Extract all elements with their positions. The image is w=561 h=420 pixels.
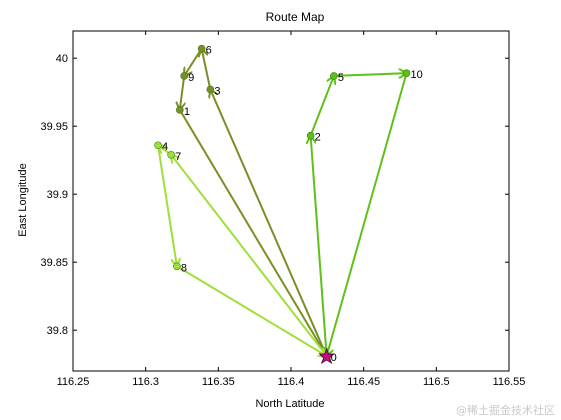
- x-tick-label: 116.3: [132, 376, 159, 388]
- route-segment: [311, 136, 328, 357]
- node-point: [402, 69, 411, 77]
- node-label: 7: [175, 151, 181, 163]
- node-label: 3: [214, 85, 220, 97]
- y-axis-label: East Longitude: [17, 163, 29, 236]
- x-tick-label: 116.4: [278, 376, 305, 388]
- route-segment: [157, 145, 177, 266]
- route-segment: [178, 109, 327, 356]
- route-segment: [180, 75, 184, 110]
- watermark: @稀土掘金技术社区: [456, 404, 555, 417]
- route-segment: [184, 48, 203, 76]
- node-label: 6: [206, 45, 212, 57]
- node-point: [206, 85, 215, 94]
- node-label: 10: [411, 69, 423, 81]
- routes-layer: [158, 49, 407, 356]
- x-tick-label: 116.35: [202, 376, 235, 388]
- node-point: [330, 72, 338, 80]
- node-point: [154, 141, 162, 150]
- node-point: [167, 150, 175, 159]
- node-label: 1: [184, 106, 190, 118]
- route-segment: [327, 72, 408, 356]
- route-segment: [171, 155, 328, 357]
- plot-area: [72, 30, 510, 372]
- chart-title: Route Map: [266, 10, 325, 24]
- ticks-layer: 116.25 116.3 116.35 116.4 116.45 116.5 116.55 3…: [40, 31, 525, 388]
- node-point: [180, 72, 188, 80]
- node-label: 0: [331, 352, 337, 364]
- node-label: 2: [315, 132, 321, 144]
- route-segment: [202, 49, 212, 90]
- route-segment: [210, 89, 328, 357]
- y-tick-label: 39.9: [47, 189, 68, 201]
- x-tick-label: 116.25: [57, 376, 90, 388]
- y-tick-label: 39.95: [40, 121, 68, 133]
- y-tick-label: 39.8: [47, 325, 68, 337]
- node-label: 5: [338, 72, 344, 84]
- x-tick-label: 116.45: [347, 376, 380, 388]
- nodes-layer: 0 1 2 3 4 5 6 7 8 9 10: [154, 44, 423, 364]
- node-label: 9: [188, 72, 194, 84]
- node-label: 8: [181, 262, 187, 274]
- y-tick-label: 39.85: [40, 257, 68, 269]
- node-point: [306, 131, 315, 140]
- node-label: 4: [162, 141, 168, 153]
- route-segment: [176, 265, 327, 356]
- y-tick-label: 40: [56, 53, 68, 65]
- route-segment: [309, 76, 334, 137]
- node-point: [173, 262, 181, 271]
- x-tick-label: 116.55: [493, 376, 526, 388]
- x-axis-label: North Latitude: [255, 398, 324, 410]
- route-segment: [333, 73, 407, 76]
- node-point: [176, 106, 184, 114]
- depot-marker: [318, 347, 335, 364]
- node-point: [197, 44, 206, 53]
- x-tick-label: 116.5: [423, 376, 450, 388]
